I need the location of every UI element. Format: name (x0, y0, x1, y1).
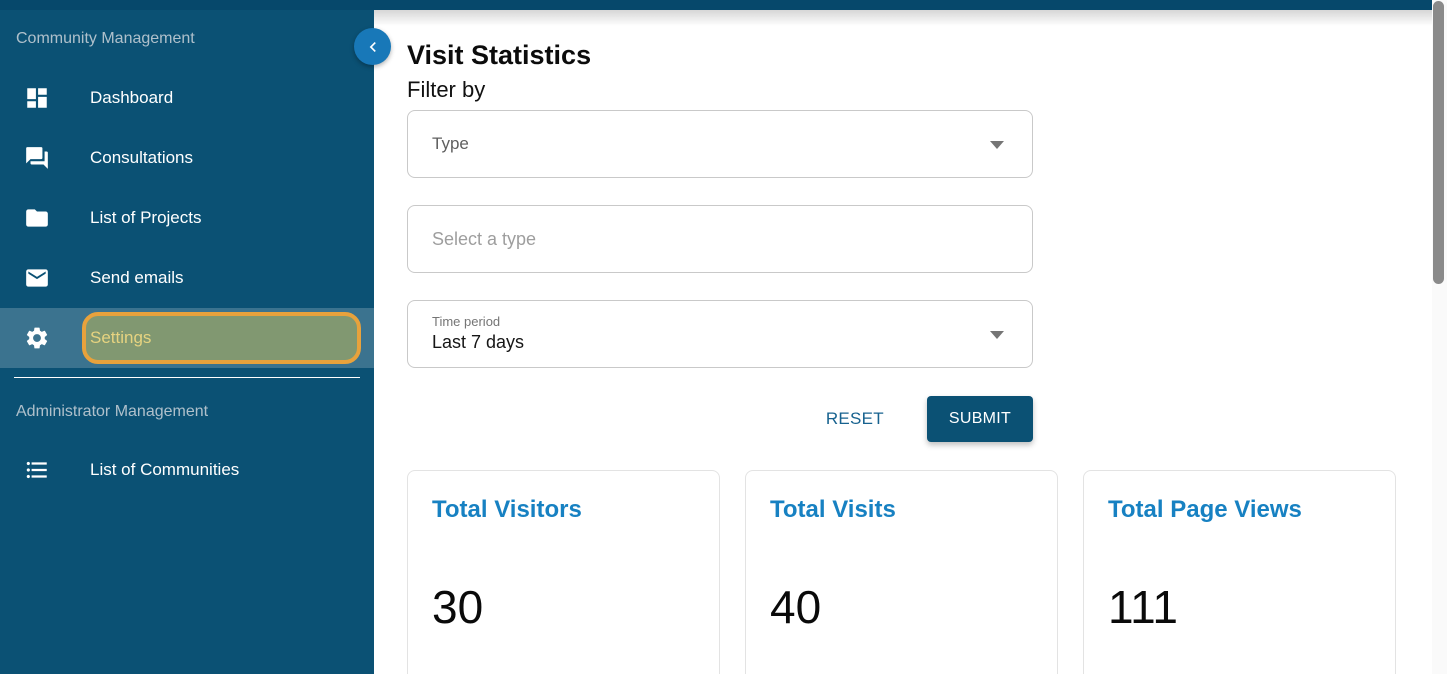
sidebar-item-dashboard[interactable]: Dashboard (0, 68, 374, 128)
forum-icon (24, 145, 50, 171)
chevron-down-icon (990, 141, 1004, 149)
sidebar-item-consultations[interactable]: Consultations (0, 128, 374, 188)
page-title: Visit Statistics (407, 40, 592, 70)
stat-card-total-visitors: Total Visitors 30 (407, 470, 720, 674)
sidebar-section-administrator-management: Administrator Management (16, 403, 209, 420)
stat-card-total-visits: Total Visits 40 (745, 470, 1058, 674)
stat-card-title: Total Page Views (1108, 496, 1302, 523)
scrollbar-thumb[interactable] (1433, 1, 1444, 284)
sidebar-item-settings[interactable]: Settings (0, 308, 374, 368)
type-select-label: Type (432, 134, 469, 153)
type-select[interactable]: Type (407, 110, 1033, 178)
sidebar-item-label: Consultations (90, 148, 194, 167)
gear-icon (24, 325, 50, 351)
sidebar: Community Management Dashboard Consultat… (0, 10, 374, 674)
stat-card-value: 40 (770, 581, 822, 633)
time-period-select[interactable]: Time period Last 7 days (407, 300, 1033, 368)
stat-card-value: 30 (432, 581, 484, 633)
stat-card-title: Total Visits (770, 496, 896, 523)
vertical-scrollbar[interactable] (1432, 0, 1447, 674)
sidebar-item-list-of-communities[interactable]: List of Communities (0, 440, 374, 500)
topbar-shadow (374, 10, 1432, 26)
time-period-label: Time period (432, 314, 501, 329)
filter-actions: RESET SUBMIT (407, 396, 1033, 442)
sidebar-item-label: Dashboard (90, 88, 174, 107)
main-content: Visit Statistics Filter by Type Time per… (374, 10, 1432, 674)
time-period-value: Last 7 days (432, 332, 525, 352)
stat-card-title: Total Visitors (432, 496, 582, 523)
sidebar-item-list-of-projects[interactable]: List of Projects (0, 188, 374, 248)
filter-heading: Filter by (407, 77, 486, 102)
select-a-type-field (407, 205, 1033, 273)
sidebar-item-label: Send emails (90, 268, 184, 287)
stat-card-total-page-views: Total Page Views 111 (1083, 470, 1396, 674)
stats-cards: Total Visitors 30 Total Visits 40 Total … (407, 470, 1396, 674)
stat-card-value: 111 (1108, 581, 1178, 633)
list-icon (24, 457, 50, 483)
sidebar-item-send-emails[interactable]: Send emails (0, 248, 374, 308)
sidebar-collapse-button[interactable] (354, 28, 391, 65)
submit-button[interactable]: SUBMIT (927, 396, 1033, 442)
folder-icon (24, 205, 50, 231)
sidebar-section-community-management: Community Management (16, 30, 195, 47)
chevron-down-icon (990, 331, 1004, 339)
sidebar-item-label: Settings (90, 328, 152, 347)
chevron-left-icon (363, 37, 383, 57)
sidebar-item-label: List of Communities (90, 460, 240, 479)
select-a-type-input[interactable] (432, 206, 992, 272)
sidebar-divider (14, 377, 360, 378)
dashboard-icon (24, 85, 50, 111)
email-icon (24, 265, 50, 291)
top-bar (0, 0, 1432, 10)
sidebar-item-label: List of Projects (90, 208, 202, 227)
reset-button[interactable]: RESET (825, 409, 884, 428)
